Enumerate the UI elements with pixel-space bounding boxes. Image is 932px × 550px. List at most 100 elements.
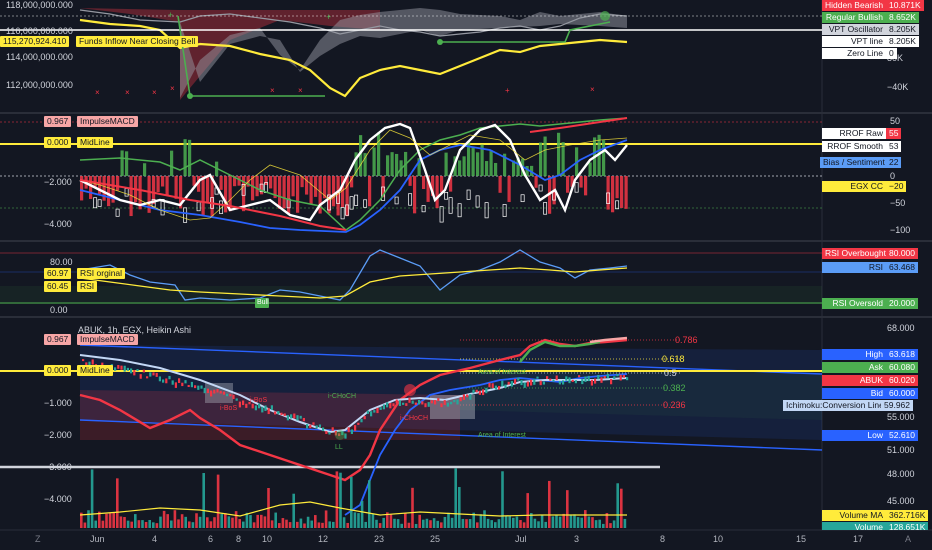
candle — [523, 382, 526, 388]
volume-bar — [591, 517, 594, 528]
histogram-bar — [161, 176, 165, 187]
volume-bar — [602, 523, 605, 528]
histogram-bar — [539, 142, 543, 176]
candle — [222, 391, 225, 395]
candle — [168, 375, 171, 380]
volume-bar — [501, 471, 504, 528]
candle — [520, 379, 523, 386]
histogram-bar — [336, 176, 340, 216]
candle — [174, 382, 177, 388]
candle — [264, 405, 267, 411]
annotation: Area of Interest — [478, 432, 526, 439]
volume-bar — [252, 522, 256, 528]
histogram-bar-outline — [327, 194, 332, 211]
bull-marker: Bull — [257, 299, 269, 306]
candle — [219, 390, 222, 394]
histogram-bar — [426, 176, 430, 202]
candle — [379, 407, 382, 410]
candle — [453, 399, 456, 403]
impulse-macd-value-2: 0.967 — [44, 334, 72, 345]
volume-bar — [551, 516, 555, 528]
candle — [274, 411, 277, 415]
histogram-bar — [503, 153, 507, 176]
volume-bar — [285, 519, 288, 528]
volume-bar — [238, 519, 241, 528]
volume-bar — [490, 520, 493, 528]
svg-text:×: × — [170, 84, 175, 93]
volume-bar — [573, 514, 576, 528]
histogram-bar-outline — [439, 206, 444, 223]
x-tick: 8 — [236, 534, 242, 544]
candle — [402, 402, 405, 405]
candle — [418, 399, 421, 405]
candle — [478, 390, 481, 395]
candle — [203, 387, 206, 394]
legend-rsi-overbought: RSI Overbought 80.000 — [822, 248, 918, 259]
candle — [184, 380, 187, 384]
candle — [558, 380, 561, 385]
histogram-bar-outline — [196, 201, 201, 212]
volume-bar — [364, 521, 367, 528]
histogram-bar-outline — [457, 203, 462, 218]
volume-bar — [515, 516, 519, 528]
auto-scale-icon[interactable]: A — [905, 534, 912, 544]
candle — [126, 367, 129, 371]
volume-bar — [404, 512, 407, 528]
legend-hidden-bearish: Hidden Bearish 10.871K — [822, 0, 924, 11]
x-tick: 3 — [574, 534, 580, 544]
macd-pane — [0, 117, 822, 233]
histogram-bar-outline — [97, 199, 102, 207]
candle — [347, 427, 350, 433]
candle — [194, 385, 197, 389]
histogram-bar — [440, 176, 444, 193]
histogram-bar — [480, 144, 484, 176]
histogram-bar — [413, 176, 417, 214]
histogram-bar — [246, 176, 250, 187]
volume-bar — [220, 513, 223, 528]
candle — [190, 381, 193, 388]
candle — [366, 410, 369, 414]
volume-bar — [594, 520, 598, 528]
candle — [306, 424, 309, 429]
axis-label: 116,000,000.000 — [6, 26, 73, 36]
histogram-bar — [116, 176, 120, 191]
candle — [539, 380, 542, 386]
histogram-bar — [206, 176, 210, 204]
candle — [267, 408, 270, 415]
x-tick: 17 — [853, 534, 864, 544]
x-tick: 23 — [374, 534, 385, 544]
volume-bar — [296, 521, 299, 528]
fib-label: 0.236 — [663, 400, 686, 410]
histogram-bar-outline — [345, 204, 350, 216]
volume-bar — [116, 478, 119, 528]
volume-bar — [350, 476, 353, 528]
timezone-icon[interactable]: Z — [35, 534, 41, 544]
axis-label: 0 — [890, 171, 896, 181]
volume-bar — [332, 521, 335, 528]
volume-bar — [346, 522, 349, 528]
candle — [504, 384, 507, 389]
candle — [238, 401, 241, 408]
volume-bar — [216, 474, 220, 528]
fib-label: 0.786 — [675, 335, 698, 345]
x-tick: 4 — [152, 534, 158, 544]
histogram-bar-outline — [484, 202, 489, 219]
candle — [606, 373, 609, 379]
rsi-original-label: RSI orginal — [77, 268, 126, 279]
histogram-bar — [102, 176, 106, 201]
volume-bar — [440, 522, 443, 528]
histogram-bar-outline — [408, 193, 413, 206]
candle — [200, 385, 203, 389]
svg-text:×: × — [125, 88, 130, 97]
volume-bar — [576, 517, 580, 528]
histogram-bar — [210, 176, 214, 217]
legend-regular-bullish: Regular Bullish 8.652K — [822, 12, 919, 23]
legend-low: Low 52.610 — [822, 430, 918, 441]
candle — [424, 403, 427, 408]
candle — [565, 376, 568, 381]
candle — [197, 385, 200, 390]
axis-label: 112,000,000.000 — [6, 80, 73, 90]
volume-bar — [540, 514, 544, 528]
candle — [472, 389, 475, 394]
